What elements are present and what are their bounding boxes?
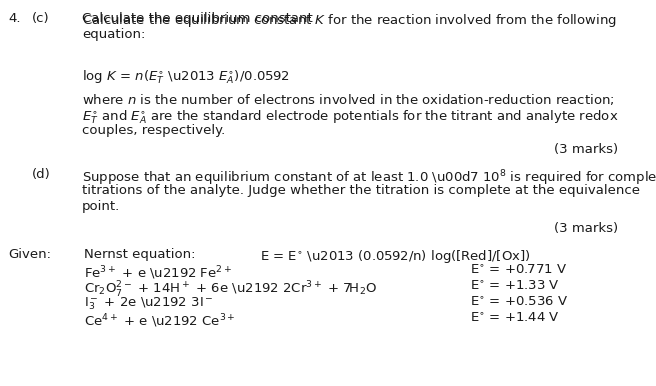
Text: Suppose that an equilibrium constant of at least 1.0 \u00d7 10$^8$ is required f: Suppose that an equilibrium constant of …: [82, 168, 656, 188]
Text: Calculate the equilibrium constant $\mathit{K}$ for the reaction involved from t: Calculate the equilibrium constant $\mat…: [82, 12, 617, 29]
Text: point.: point.: [82, 200, 120, 213]
Text: Nernst equation:: Nernst equation:: [84, 248, 195, 261]
Text: log $\mathit{K}$ = $\mathit{n}$($\mathit{E}_T^{\circ}$ \u2013 $\mathit{E}_A^{\ci: log $\mathit{K}$ = $\mathit{n}$($\mathit…: [82, 68, 290, 86]
Text: E$^{\circ}$ = +0.771 V: E$^{\circ}$ = +0.771 V: [470, 264, 567, 277]
Text: equation:: equation:: [82, 28, 146, 41]
Text: titrations of the analyte. Judge whether the titration is complete at the equiva: titrations of the analyte. Judge whether…: [82, 184, 640, 197]
Text: $\mathit{E}_T^{\circ}$ and $\mathit{E}_A^{\circ}$ are the standard electrode pot: $\mathit{E}_T^{\circ}$ and $\mathit{E}_A…: [82, 108, 619, 125]
Text: E$^{\circ}$ = +0.536 V: E$^{\circ}$ = +0.536 V: [470, 296, 568, 309]
Text: where $\mathit{n}$ is the number of electrons involved in the oxidation-reductio: where $\mathit{n}$ is the number of elec…: [82, 92, 615, 107]
Text: I$_3^-$ + 2e \u2192 3I$^-$: I$_3^-$ + 2e \u2192 3I$^-$: [84, 296, 214, 313]
Text: E$^{\circ}$ = +1.44 V: E$^{\circ}$ = +1.44 V: [470, 312, 560, 325]
Text: E = E$^{\circ}$ \u2013 (0.0592/n) log([Red]/[Ox]): E = E$^{\circ}$ \u2013 (0.0592/n) log([R…: [260, 248, 531, 265]
Text: Fe$^{3+}$ + e \u2192 Fe$^{2+}$: Fe$^{3+}$ + e \u2192 Fe$^{2+}$: [84, 264, 232, 282]
Text: 4.: 4.: [8, 12, 20, 25]
Text: Cr$_2$O$_7^{2-}$ + 14H$^+$ + 6e \u2192 2Cr$^{3+}$ + 7H$_2$O: Cr$_2$O$_7^{2-}$ + 14H$^+$ + 6e \u2192 2…: [84, 280, 377, 300]
Text: Given:: Given:: [8, 248, 51, 261]
Text: E$^{\circ}$ = +1.33 V: E$^{\circ}$ = +1.33 V: [470, 280, 560, 293]
Text: couples, respectively.: couples, respectively.: [82, 124, 225, 137]
Text: (d): (d): [32, 168, 51, 181]
Text: Ce$^{4+}$ + e \u2192 Ce$^{3+}$: Ce$^{4+}$ + e \u2192 Ce$^{3+}$: [84, 312, 236, 330]
Text: Calculate the equilibrium constant: Calculate the equilibrium constant: [82, 12, 317, 25]
Text: (3 marks): (3 marks): [554, 143, 618, 156]
Text: (c): (c): [32, 12, 50, 25]
Text: (3 marks): (3 marks): [554, 222, 618, 235]
